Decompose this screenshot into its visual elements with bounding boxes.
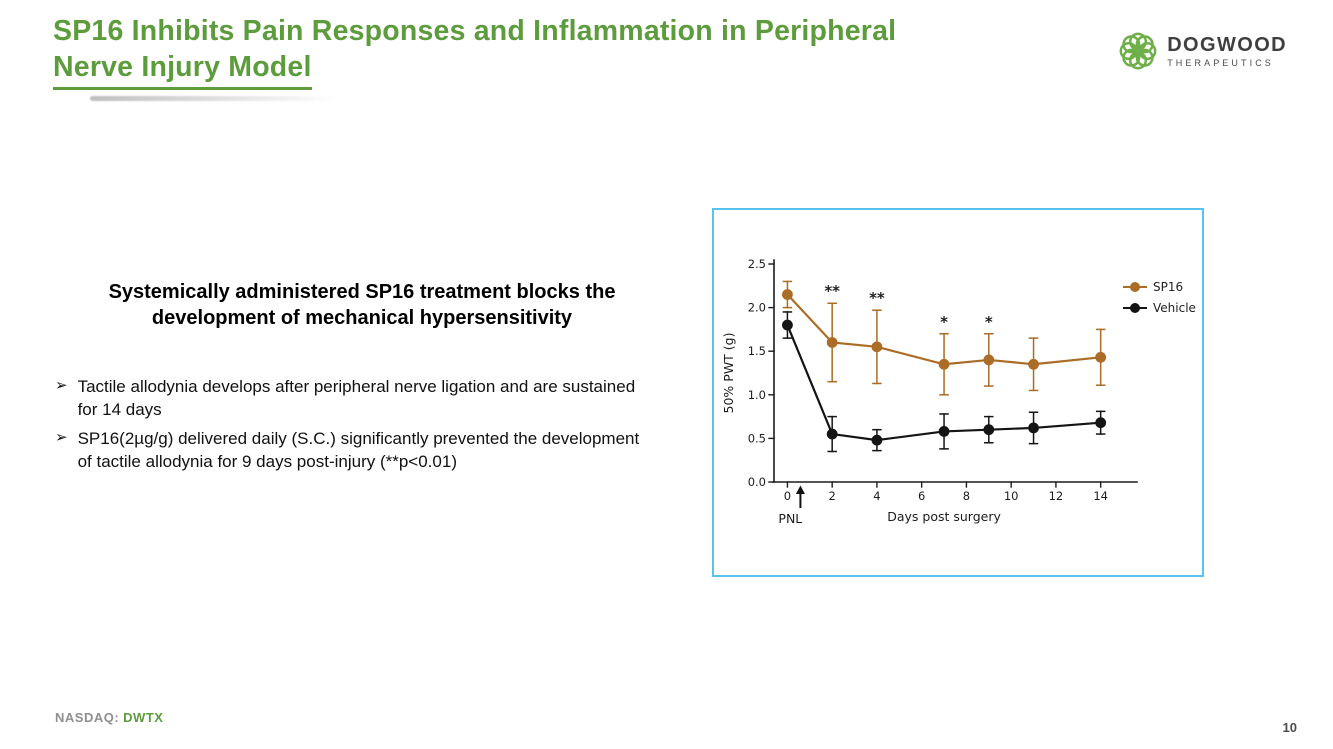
svg-text:Days post surgery: Days post surgery bbox=[887, 509, 1001, 524]
svg-text:PNL: PNL bbox=[778, 511, 802, 526]
svg-text:**: ** bbox=[869, 289, 885, 307]
svg-text:6: 6 bbox=[918, 489, 925, 503]
svg-text:1.0: 1.0 bbox=[748, 388, 766, 402]
svg-text:0.5: 0.5 bbox=[748, 431, 766, 445]
svg-text:2: 2 bbox=[829, 489, 836, 503]
svg-text:0.0: 0.0 bbox=[748, 475, 766, 489]
bullet-item-2: ➢ SP16(2µg/g) delivered daily (S.C.) sig… bbox=[55, 427, 655, 474]
bullet-list: ➢ Tactile allodynia develops after perip… bbox=[55, 375, 655, 479]
svg-text:10: 10 bbox=[1004, 489, 1019, 503]
nasdaq-label: NASDAQ: bbox=[55, 710, 120, 725]
svg-text:2.5: 2.5 bbox=[748, 257, 766, 271]
logo-subname: THERAPEUTICS bbox=[1167, 57, 1274, 68]
bullet-text-2: SP16(2µg/g) delivered daily (S.C.) signi… bbox=[77, 428, 640, 472]
footer: NASDAQ: DWTX bbox=[55, 710, 163, 725]
section-heading: Systemically administered SP16 treatment… bbox=[108, 281, 616, 330]
svg-text:14: 14 bbox=[1093, 489, 1108, 503]
svg-text:2.0: 2.0 bbox=[748, 301, 766, 315]
title-line1: SP16 Inhibits Pain Responses and Inflamm… bbox=[53, 15, 897, 47]
page-number: 10 bbox=[1282, 720, 1297, 735]
svg-text:0: 0 bbox=[784, 489, 791, 503]
svg-text:1.5: 1.5 bbox=[748, 344, 766, 358]
ticker-symbol: DWTX bbox=[123, 710, 164, 725]
svg-text:12: 12 bbox=[1049, 489, 1064, 503]
title-shadow-bar bbox=[90, 96, 338, 101]
svg-text:8: 8 bbox=[963, 489, 970, 503]
svg-text:*: * bbox=[985, 313, 993, 331]
bullet-item-1: ➢ Tactile allodynia develops after perip… bbox=[55, 375, 655, 422]
pwt-line-chart: 0.0 0.5 1.0 1.5 2.0 2.5 0 2 4 6 8 10 12 14 50% PWT (g)… bbox=[721, 257, 1196, 526]
svg-text:Vehicle: Vehicle bbox=[1153, 301, 1196, 315]
title-line2: Nerve Injury Model bbox=[53, 50, 312, 90]
bullet-arrow-icon: ➢ bbox=[55, 377, 68, 394]
rosette-knot-icon bbox=[1119, 32, 1157, 70]
dogwood-logo: DOGWOOD THERAPEUTICS bbox=[1113, 26, 1287, 76]
chart-panel: 0.0 0.5 1.0 1.5 2.0 2.5 0 2 4 6 8 10 12 14 50% PWT (g)… bbox=[712, 208, 1204, 577]
svg-text:SP16: SP16 bbox=[1153, 280, 1183, 294]
logo-text: DOGWOOD THERAPEUTICS bbox=[1167, 35, 1287, 68]
svg-text:4: 4 bbox=[873, 489, 880, 503]
bullet-text-1: Tactile allodynia develops after periphe… bbox=[77, 377, 636, 420]
svg-text:**: ** bbox=[824, 282, 840, 300]
logo-name: DOGWOOD bbox=[1167, 33, 1287, 56]
svg-text:*: * bbox=[940, 313, 948, 331]
svg-text:50% PWT (g): 50% PWT (g) bbox=[721, 333, 736, 414]
bullet-arrow-icon: ➢ bbox=[55, 428, 68, 446]
slide-title: SP16 Inhibits Pain Responses and Inflamm… bbox=[53, 14, 896, 90]
